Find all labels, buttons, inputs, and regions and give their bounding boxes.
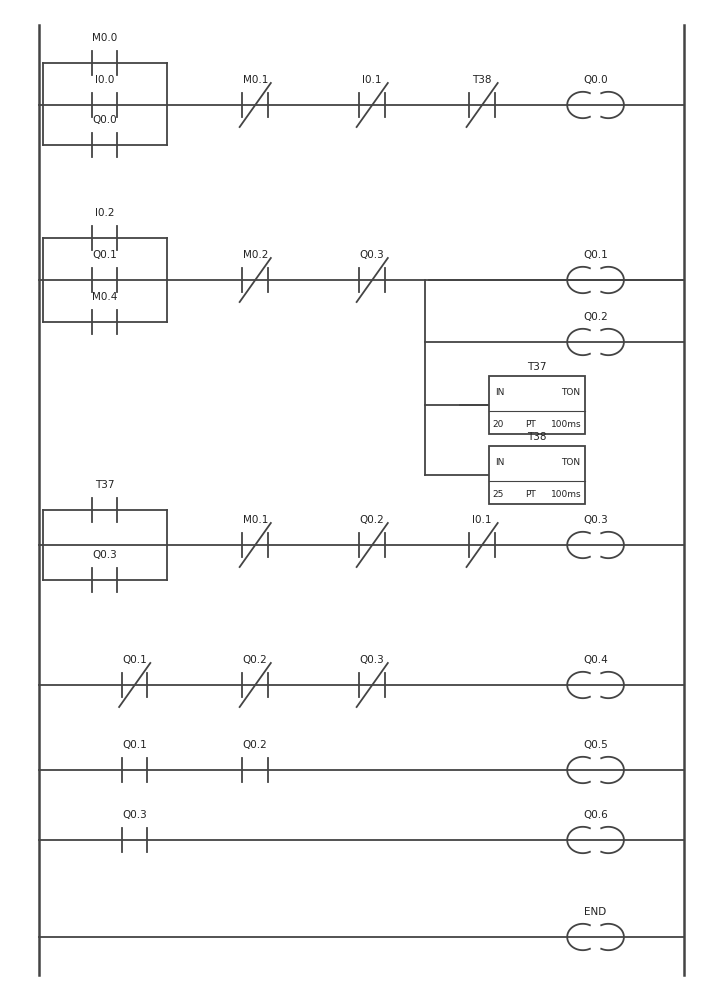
- Text: T37: T37: [527, 362, 547, 372]
- Text: Q0.2: Q0.2: [584, 312, 608, 322]
- Text: Q0.3: Q0.3: [584, 515, 608, 525]
- Bar: [489, 376, 585, 434]
- Text: 100ms: 100ms: [551, 490, 581, 499]
- Text: Q0.0: Q0.0: [92, 115, 117, 125]
- Text: TON: TON: [562, 458, 581, 467]
- Text: T38: T38: [527, 432, 547, 442]
- Text: T37: T37: [95, 480, 114, 490]
- Text: Q0.0: Q0.0: [584, 75, 608, 85]
- Text: Q0.3: Q0.3: [92, 550, 117, 560]
- Text: M0.1: M0.1: [242, 75, 268, 85]
- Text: I0.2: I0.2: [95, 208, 114, 218]
- Text: IN: IN: [495, 458, 504, 467]
- Text: Q0.6: Q0.6: [584, 810, 608, 820]
- Text: PT: PT: [525, 420, 536, 429]
- Text: Q0.2: Q0.2: [243, 740, 267, 750]
- Text: Q0.3: Q0.3: [123, 810, 147, 820]
- Text: Q0.3: Q0.3: [360, 250, 384, 260]
- Text: T38: T38: [472, 75, 492, 85]
- Text: 100ms: 100ms: [551, 420, 581, 429]
- Text: M0.2: M0.2: [242, 250, 268, 260]
- Text: I0.1: I0.1: [362, 75, 382, 85]
- Text: Q0.2: Q0.2: [360, 515, 384, 525]
- Text: END: END: [584, 907, 607, 917]
- Text: Q0.1: Q0.1: [92, 250, 117, 260]
- Text: 20: 20: [492, 420, 503, 429]
- Bar: [489, 446, 585, 504]
- Text: Q0.1: Q0.1: [123, 655, 147, 665]
- Text: M0.1: M0.1: [242, 515, 268, 525]
- Text: TON: TON: [562, 388, 581, 397]
- Text: Q0.3: Q0.3: [360, 655, 384, 665]
- Text: M0.4: M0.4: [92, 292, 117, 302]
- Text: M0.0: M0.0: [92, 33, 117, 43]
- Text: PT: PT: [525, 490, 536, 499]
- Text: I0.1: I0.1: [472, 515, 492, 525]
- Text: Q0.5: Q0.5: [584, 740, 608, 750]
- Text: Q0.1: Q0.1: [123, 740, 147, 750]
- Text: 25: 25: [492, 490, 503, 499]
- Text: Q0.4: Q0.4: [584, 655, 608, 665]
- Text: Q0.2: Q0.2: [243, 655, 267, 665]
- Text: I0.0: I0.0: [95, 75, 114, 85]
- Text: IN: IN: [495, 388, 504, 397]
- Text: Q0.1: Q0.1: [584, 250, 608, 260]
